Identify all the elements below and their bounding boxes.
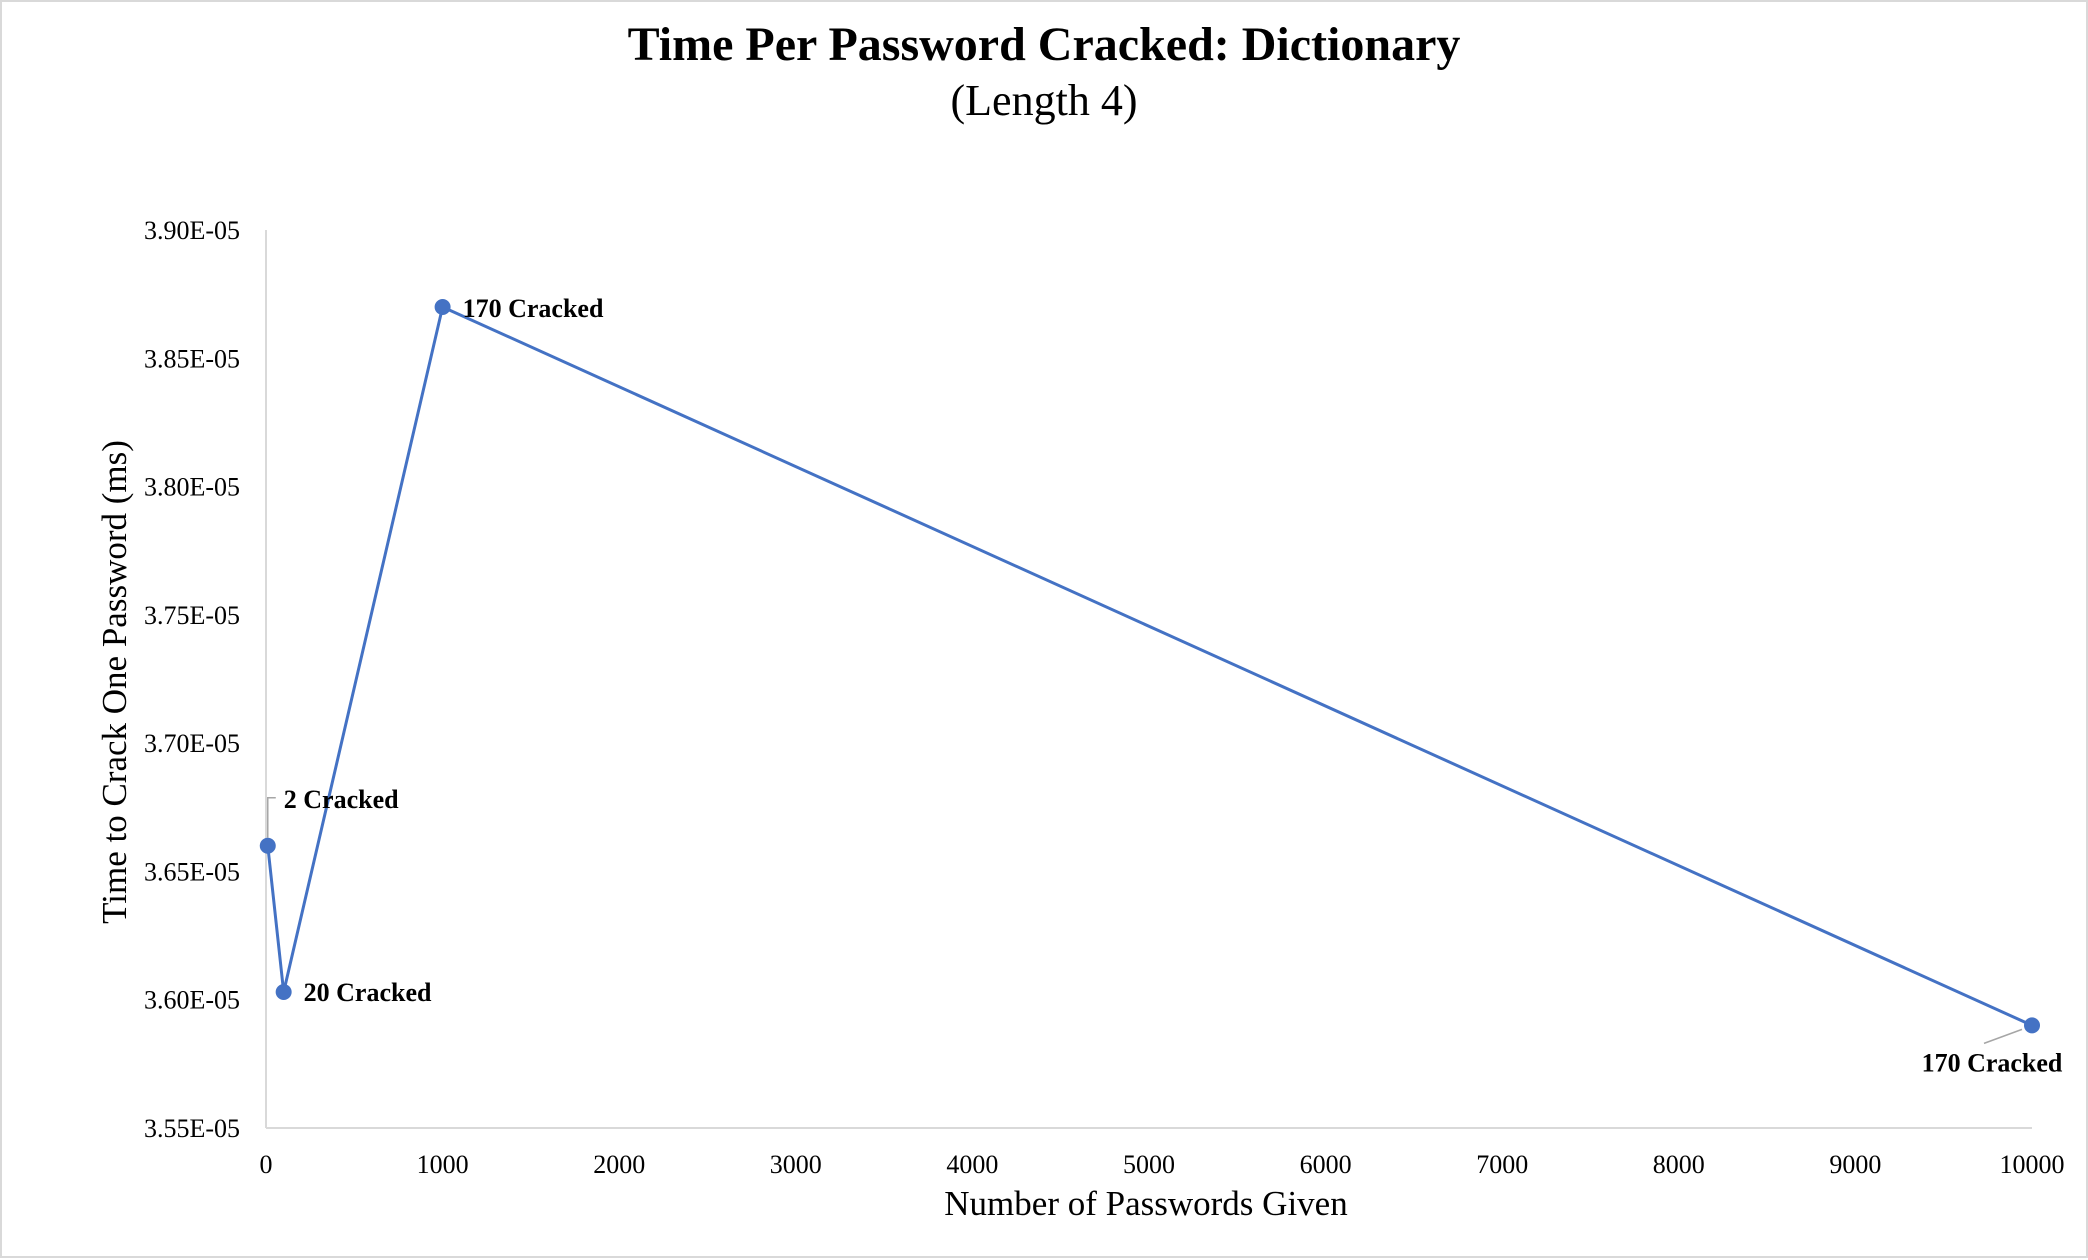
- x-tick-label: 6000: [1300, 1150, 1352, 1179]
- data-label: 2 Cracked: [284, 785, 399, 814]
- chart-title: Time Per Password Cracked: Dictionary: [628, 18, 1461, 71]
- data-point: [259, 837, 276, 854]
- x-tick-labels: 0 1000 2000 3000 4000 5000 6000 7000 8000 9000 100…: [260, 1150, 2065, 1179]
- x-tick-label: 0: [260, 1150, 273, 1179]
- data-label: 20 Cracked: [304, 978, 432, 1007]
- y-tick-label: 3.65E-05: [144, 857, 240, 886]
- x-tick-label: 9000: [1829, 1150, 1881, 1179]
- chart-subtitle: (Length 4): [951, 76, 1138, 125]
- series-layer: 2 Cracked 20 Cracked 170 Cracked 170 Cracke…: [259, 294, 2063, 1077]
- data-point: [275, 984, 292, 1001]
- x-tick-label: 5000: [1123, 1150, 1175, 1179]
- y-tick-label: 3.75E-05: [144, 601, 240, 630]
- y-tick-labels: 3.55E-05 3.60E-05 3.65E-05 3.70E-05 3.75E-05…: [144, 216, 240, 1143]
- y-tick-label: 3.60E-05: [144, 986, 240, 1015]
- x-axis-title: Number of Passwords Given: [944, 1184, 1347, 1223]
- x-tick-label: 3000: [770, 1150, 822, 1179]
- x-tick-label: 1000: [417, 1150, 469, 1179]
- data-label-leader: [1983, 1028, 2023, 1045]
- y-tick-label: 3.55E-05: [144, 1114, 240, 1143]
- y-tick-label: 3.90E-05: [144, 216, 240, 245]
- data-point: [434, 298, 451, 315]
- y-tick-label: 3.85E-05: [144, 344, 240, 373]
- x-tick-label: 7000: [1476, 1150, 1528, 1179]
- x-tick-label: 8000: [1653, 1150, 1705, 1179]
- y-tick-label: 3.70E-05: [144, 729, 240, 758]
- data-label-leader: [267, 797, 276, 838]
- data-point: [2024, 1017, 2040, 1034]
- y-tick-label: 3.80E-05: [144, 473, 240, 502]
- series-line: [266, 305, 2033, 1027]
- y-axis-title: Time to Crack One Password (ms): [95, 440, 134, 924]
- data-label: 170 Cracked: [463, 294, 604, 323]
- x-tick-label: 10000: [2000, 1150, 2065, 1179]
- x-tick-label: 2000: [593, 1150, 645, 1179]
- data-label: 170 Cracked: [1922, 1048, 2063, 1077]
- x-tick-label: 4000: [946, 1150, 998, 1179]
